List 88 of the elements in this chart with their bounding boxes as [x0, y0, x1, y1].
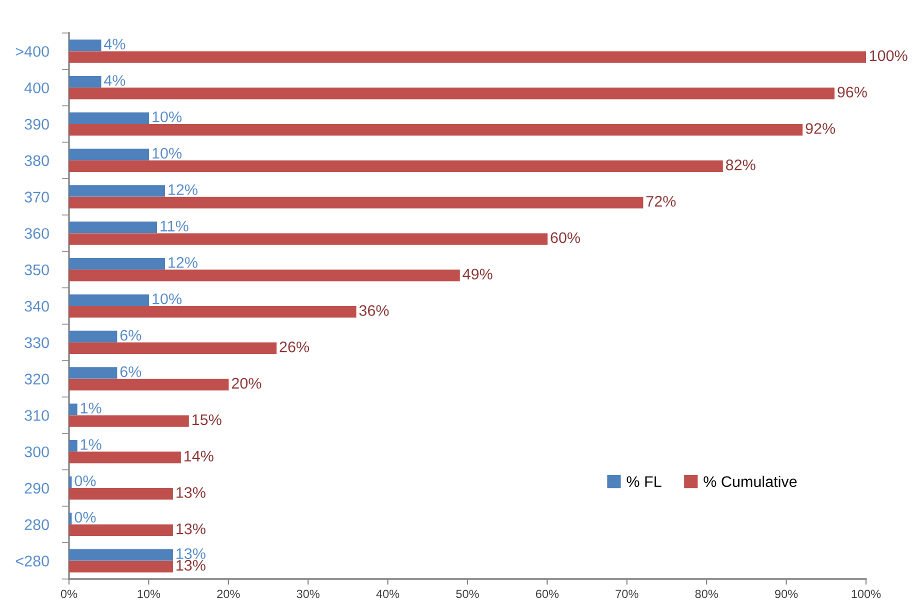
data-label: 100% [870, 50, 908, 62]
data-label: 0% [74, 475, 96, 486]
data-label: 6% [120, 366, 142, 378]
bar [69, 76, 102, 88]
data-label: 12% [168, 257, 198, 268]
bar [69, 549, 173, 561]
y-tick-label: 290 [24, 482, 49, 494]
bar [69, 452, 181, 464]
data-label: 1% [80, 402, 102, 414]
bar [69, 342, 277, 354]
bar [69, 148, 150, 160]
bar [69, 124, 803, 136]
x-tick-label: 30% [296, 590, 320, 598]
data-label: 72% [646, 196, 676, 207]
bar [69, 306, 356, 318]
bar [69, 112, 150, 124]
bar [69, 270, 460, 282]
y-tick-label: 320 [24, 374, 49, 384]
legend-label: % FL [626, 476, 662, 487]
x-tick-label: 90% [775, 590, 798, 598]
x-tick-label: 50% [456, 590, 479, 598]
data-label: 10% [152, 293, 182, 304]
data-label: 4% [104, 38, 126, 50]
data-label: 11% [160, 220, 188, 232]
y-tick-label: 400 [24, 82, 49, 94]
data-label: 49% [462, 268, 492, 280]
bar [69, 222, 158, 234]
x-tick-label: 0% [60, 590, 78, 598]
x-tick-label: 40% [376, 590, 400, 598]
y-tick-label: >400 [16, 46, 49, 57]
x-tick-label: 60% [536, 590, 559, 598]
data-label: 20% [232, 378, 262, 389]
data-label: 92% [806, 123, 836, 134]
bar [69, 40, 102, 52]
bar [69, 378, 229, 390]
y-tick-label: 310 [24, 410, 49, 421]
bar [69, 185, 165, 197]
data-label: 60% [550, 232, 580, 244]
bar [69, 440, 78, 452]
data-label: 10% [152, 111, 182, 122]
bar [69, 404, 78, 416]
y-tick-label: 300 [24, 446, 49, 458]
data-label: 10% [152, 148, 182, 159]
data-label: 13% [176, 548, 206, 560]
x-tick-label: 10% [138, 590, 160, 598]
y-tick-label: 380 [24, 155, 49, 166]
data-label: 4% [104, 75, 126, 86]
bar [69, 415, 189, 427]
data-label: 1% [80, 439, 102, 450]
data-label: 36% [359, 305, 389, 316]
bar [69, 524, 173, 536]
bar [69, 367, 118, 379]
x-tick-label: 20% [217, 590, 240, 598]
x-tick-label: 100% [852, 590, 881, 598]
data-label: 96% [838, 86, 867, 98]
data-label: 12% [168, 184, 198, 196]
data-label: 82% [726, 160, 756, 170]
data-label: 6% [120, 330, 142, 341]
data-label: 14% [184, 450, 214, 462]
y-tick-label: 350 [24, 264, 49, 276]
x-tick-label: 70% [616, 590, 638, 598]
bar [69, 196, 644, 208]
bar [69, 476, 72, 488]
data-label: 13% [176, 524, 206, 534]
bar [69, 51, 866, 63]
x-tick-label: 80% [695, 590, 718, 598]
bar [69, 488, 173, 500]
y-tick-label: 340 [24, 300, 49, 312]
bar [69, 560, 173, 572]
bar [69, 512, 72, 524]
y-tick-label: 370 [24, 192, 49, 202]
legend-label: % Cumulative [704, 476, 797, 488]
data-label: 13% [176, 560, 206, 571]
y-tick-label: 360 [24, 228, 49, 239]
data-label: 26% [280, 342, 310, 352]
data-label: 13% [176, 487, 206, 498]
y-tick-label: <280 [16, 556, 49, 566]
bar [69, 330, 118, 342]
y-tick-label: 280 [24, 519, 49, 530]
bar [69, 160, 723, 172]
data-label: 15% [192, 414, 222, 426]
bar [69, 294, 150, 306]
bar [69, 258, 165, 270]
bar [69, 233, 548, 245]
y-tick-label: 390 [24, 118, 49, 130]
y-tick-label: 330 [24, 337, 49, 348]
data-label: 0% [74, 512, 96, 523]
bar [69, 88, 834, 100]
